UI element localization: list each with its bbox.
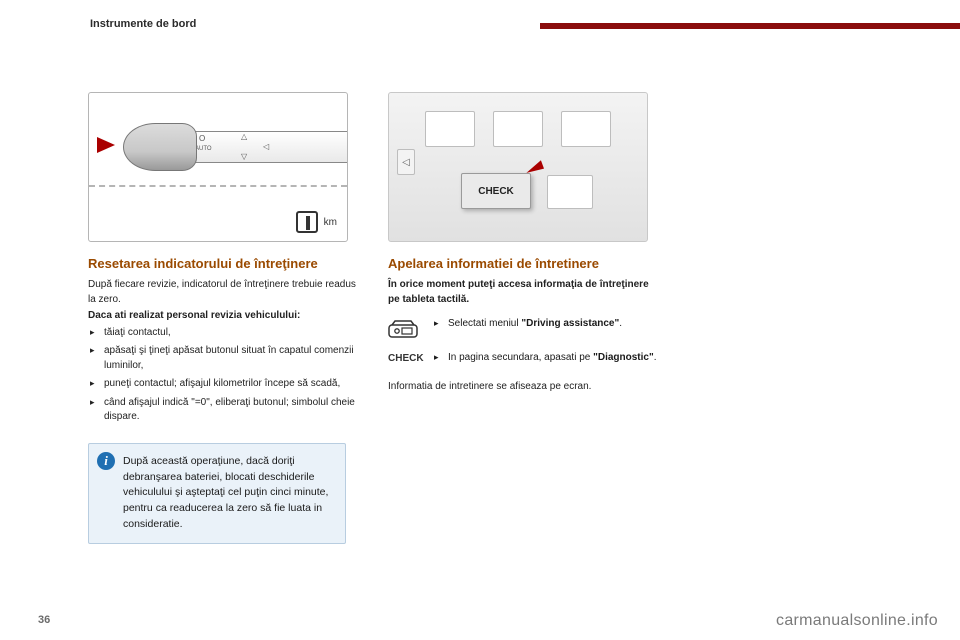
reset-step: tăiaţi contactul, bbox=[88, 326, 358, 341]
screen-side-tab: ◁ bbox=[397, 149, 415, 175]
section-label: Instrumente de bord bbox=[90, 18, 196, 30]
screen-tile bbox=[547, 175, 593, 209]
screen-tile bbox=[493, 111, 543, 147]
text-quote: "Driving assistance" bbox=[521, 318, 619, 329]
column-left: O AUTO △ ▽ ◁ km Resetarea indicatorului … bbox=[88, 92, 358, 544]
reset-step: puneţi contactul; afişajul kilometrilor … bbox=[88, 377, 358, 392]
figure-dashline bbox=[89, 185, 347, 187]
glyph-up: △ bbox=[241, 132, 247, 141]
figure-touchscreen: ◁ CHECK bbox=[388, 92, 648, 242]
menu-row-text: In pagina secundara, apasati pe "Diagnos… bbox=[434, 351, 658, 366]
header-accent-bar bbox=[540, 23, 960, 29]
menu-row-check: CHECK In pagina secundara, apasati pe "D… bbox=[388, 351, 658, 366]
screen-tile bbox=[561, 111, 611, 147]
odometer-icon bbox=[296, 211, 318, 233]
screen-tile bbox=[425, 111, 475, 147]
text-quote: "Diagnostic" bbox=[593, 352, 654, 363]
reset-step: când afişajul indică "=0", eliberaţi but… bbox=[88, 396, 358, 425]
watermark: carmanualsonline.info bbox=[776, 612, 938, 630]
recall-outro: Informatia de intretinere se afiseaza pe… bbox=[388, 380, 658, 395]
glyph-down: ▽ bbox=[241, 152, 247, 161]
info-icon: i bbox=[97, 452, 115, 470]
info-note-text: După această operaţiune, dacă doriţi deb… bbox=[123, 454, 335, 533]
heading-reset: Resetarea indicatorului de întreţinere bbox=[88, 256, 358, 272]
text-suffix: . bbox=[654, 352, 657, 363]
press-arrow-icon bbox=[97, 137, 115, 153]
reset-intro-1: După fiecare revizie, indicatorul de înt… bbox=[88, 278, 358, 307]
glyph-auto: AUTO bbox=[195, 146, 212, 152]
glyph-left: ◁ bbox=[263, 142, 269, 151]
car-dashboard-icon bbox=[388, 317, 422, 341]
reset-intro-2: Daca ati realizat personal revizia vehic… bbox=[88, 309, 358, 324]
lever-illustration: O AUTO △ ▽ ◁ bbox=[123, 113, 348, 173]
recall-intro: În orice moment puteţi accesa informaţia… bbox=[388, 278, 658, 307]
text-prefix: In pagina secundara, apasati pe bbox=[448, 352, 593, 363]
glyph-o: O bbox=[199, 134, 205, 143]
reset-steps-list: tăiaţi contactul, apăsaţi şi ţineţi apăs… bbox=[88, 326, 358, 425]
page-number: 36 bbox=[38, 614, 50, 626]
text-suffix: . bbox=[619, 318, 622, 329]
touch-arrow-icon bbox=[524, 160, 544, 175]
column-right: ◁ CHECK Apelarea informatiei de întretin… bbox=[388, 92, 658, 394]
km-indicator: km bbox=[296, 211, 337, 233]
menu-row-driving-assist: Selectati meniul "Driving assistance". bbox=[388, 317, 658, 341]
lever-shaft: O AUTO △ ▽ ◁ bbox=[193, 131, 348, 163]
reset-step: apăsaţi şi ţineţi apăsat butonul situat … bbox=[88, 344, 358, 373]
menu-row-text: Selectati meniul "Driving assistance". bbox=[434, 317, 658, 341]
info-note-box: i După această operaţiune, dacă doriţi d… bbox=[88, 443, 346, 544]
text-prefix: Selectati meniul bbox=[448, 318, 521, 329]
check-text-icon: CHECK bbox=[388, 351, 422, 366]
heading-recall: Apelarea informatiei de întretinere bbox=[388, 256, 658, 272]
figure-light-lever: O AUTO △ ▽ ◁ km bbox=[88, 92, 348, 242]
lever-knob bbox=[123, 123, 197, 171]
screen-check-button: CHECK bbox=[461, 173, 531, 209]
km-label: km bbox=[324, 217, 337, 228]
